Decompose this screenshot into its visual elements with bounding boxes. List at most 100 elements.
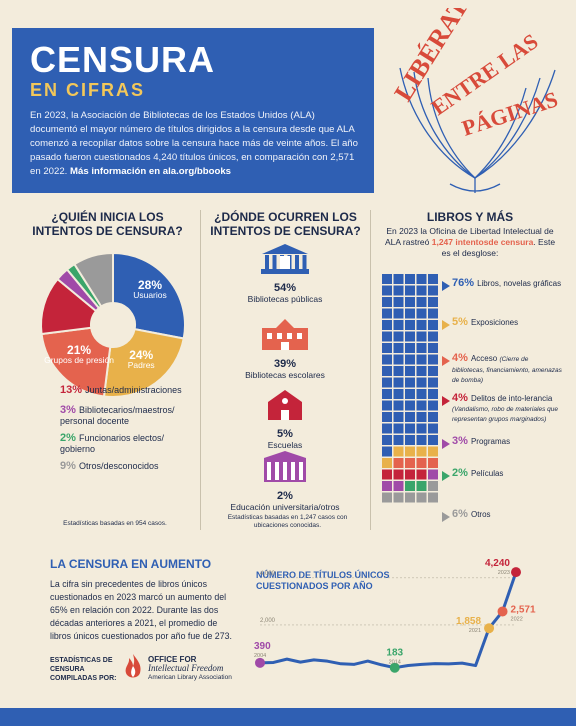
- where-pct: 54%: [273, 282, 297, 294]
- more-row-label: 6% Otros: [452, 508, 562, 520]
- pie-slice-pct: 21%: [67, 342, 92, 357]
- waffle-cell: [393, 446, 404, 457]
- public-library-icon: [261, 244, 309, 274]
- waffle-cell: [393, 423, 404, 434]
- data-point: [484, 623, 495, 634]
- divider-1: [200, 210, 201, 530]
- waffle-cell: [428, 331, 438, 342]
- waffle-cell: [393, 366, 404, 376]
- ofi-line-2: Intellectual Freedom: [148, 663, 224, 673]
- more-row-note: (Vandalismo, robo de materiales que repr…: [452, 405, 558, 424]
- data-label: 2,571: [511, 604, 536, 615]
- waffle-cell: [405, 481, 415, 491]
- waffle-cell: [416, 285, 427, 296]
- flame-logo-icon: [125, 654, 141, 678]
- waffle-cell: [393, 331, 404, 342]
- pie-slice: [40, 326, 112, 398]
- waffle-cell: [382, 297, 392, 307]
- data-point: [389, 662, 400, 673]
- waffle-cell: [382, 308, 392, 319]
- waffle-cell: [405, 285, 415, 296]
- waffle-cell: [405, 377, 415, 388]
- waffle-cell: [382, 492, 392, 503]
- pie-slice: [112, 251, 186, 340]
- intro-body: En 2023, la Asociación de Bibliotecas de…: [30, 110, 358, 177]
- waffle-cell: [405, 389, 415, 399]
- waffle-cell: [416, 343, 427, 353]
- waffle-cell: [393, 389, 404, 399]
- waffle-cell: [416, 297, 427, 307]
- waffle-cell: [405, 354, 415, 365]
- waffle-cell: [405, 469, 415, 480]
- more-row-label: 3% Programas: [452, 436, 562, 447]
- legend-label: Otros/desconocidos: [78, 461, 159, 471]
- who-legend-item: 2% Funcionarios electos/ gobierno: [60, 433, 190, 455]
- waffle-cell: [428, 354, 438, 365]
- where-label: Bibliotecas públicas: [247, 294, 323, 304]
- year-label: 2004: [254, 653, 266, 659]
- data-label: 183: [386, 648, 403, 659]
- where-label: Bibliotecas escolares: [245, 370, 325, 380]
- waffle-cell: [416, 389, 427, 399]
- pointer-arrow-icon: [442, 471, 450, 481]
- pie-slice-label: 21% Grupos de presión: [44, 342, 114, 365]
- where-label: Escuelas: [267, 440, 303, 450]
- waffle-cell: [428, 308, 438, 319]
- who-legend-item: 9% Otros/desconocidos: [60, 461, 190, 472]
- where-note: Estadísticas basadas en 1,247 casos con …: [227, 514, 348, 529]
- more-info-link[interactable]: Más información en ala.org/bbooks: [70, 166, 232, 177]
- more-row-name: Programas: [470, 437, 511, 446]
- waffle-cell: [428, 389, 438, 399]
- waffle-cell: [393, 308, 404, 319]
- waffle-cell: [393, 274, 404, 284]
- waffle-cell: [405, 492, 415, 503]
- more-row-pct: 6%: [452, 508, 471, 520]
- where-pct: 2%: [277, 490, 293, 502]
- pie-slice-label: 28% Usuarios: [115, 279, 185, 300]
- pointer-arrow-icon: [442, 512, 450, 522]
- more-row-pct: 5%: [452, 316, 471, 328]
- waffle-cell: [428, 423, 438, 434]
- waffle-cell: [405, 274, 415, 284]
- more-row-label: 4% Delitos de into-lerancia (Vandalismo,…: [452, 393, 562, 425]
- more-row-note: (Cierre de bibliotecas, financiamiento, …: [452, 356, 562, 384]
- legend-pct: 2%: [60, 432, 79, 444]
- more-row-name: Acceso: [470, 354, 500, 363]
- intro-text: En 2023, la Asociación de Bibliotecas de…: [30, 109, 362, 179]
- data-label: 1,858: [456, 616, 481, 627]
- pie-slice: [73, 251, 114, 308]
- waffle-cell: [428, 435, 438, 445]
- ofi-logo-text: OFFICE FOR Intellectual Freedom American…: [148, 655, 232, 682]
- pie-slice-name: Padres: [127, 359, 155, 370]
- waffle-cell: [382, 274, 392, 284]
- waffle-cell: [382, 435, 392, 445]
- top-band: [0, 0, 576, 6]
- waffle-cell: [428, 343, 438, 353]
- more-row-pct: 76%: [452, 277, 478, 289]
- where-pct: 5%: [277, 428, 293, 440]
- waffle-cell: [428, 400, 438, 411]
- data-point: [497, 606, 508, 617]
- school-icon: [268, 390, 302, 420]
- waffle-cell: [405, 400, 415, 411]
- header-panel: CENSURA EN CIFRAS En 2023, la Asociación…: [12, 28, 374, 193]
- more-intro: En 2023 la Oficina de Libertad Intelectu…: [384, 226, 556, 259]
- more-row-name: Otros: [470, 510, 491, 519]
- more-row-label: 76% Libros, novelas gráficas: [452, 277, 562, 289]
- waffle-cell: [405, 435, 415, 445]
- waffle-cell: [416, 481, 427, 491]
- waffle-cell: [416, 446, 427, 457]
- waffle-cell: [405, 446, 415, 457]
- waffle-cell: [405, 320, 415, 330]
- ofi-line-3: American Library Association: [148, 674, 232, 681]
- legend-pct: 3%: [60, 404, 79, 416]
- ofi-line-1: OFFICE FOR: [148, 655, 197, 664]
- waffle-cell: [428, 274, 438, 284]
- waffle-cell: [428, 446, 438, 457]
- year-label: 2023: [498, 570, 510, 576]
- waffle-cell: [405, 412, 415, 422]
- legend-label: Funcionarios electos/ gobierno: [60, 433, 165, 454]
- waffle-cell: [416, 400, 427, 411]
- pointer-arrow-icon: [442, 356, 450, 366]
- more-intro-b: . Este es el desglose:: [441, 237, 556, 258]
